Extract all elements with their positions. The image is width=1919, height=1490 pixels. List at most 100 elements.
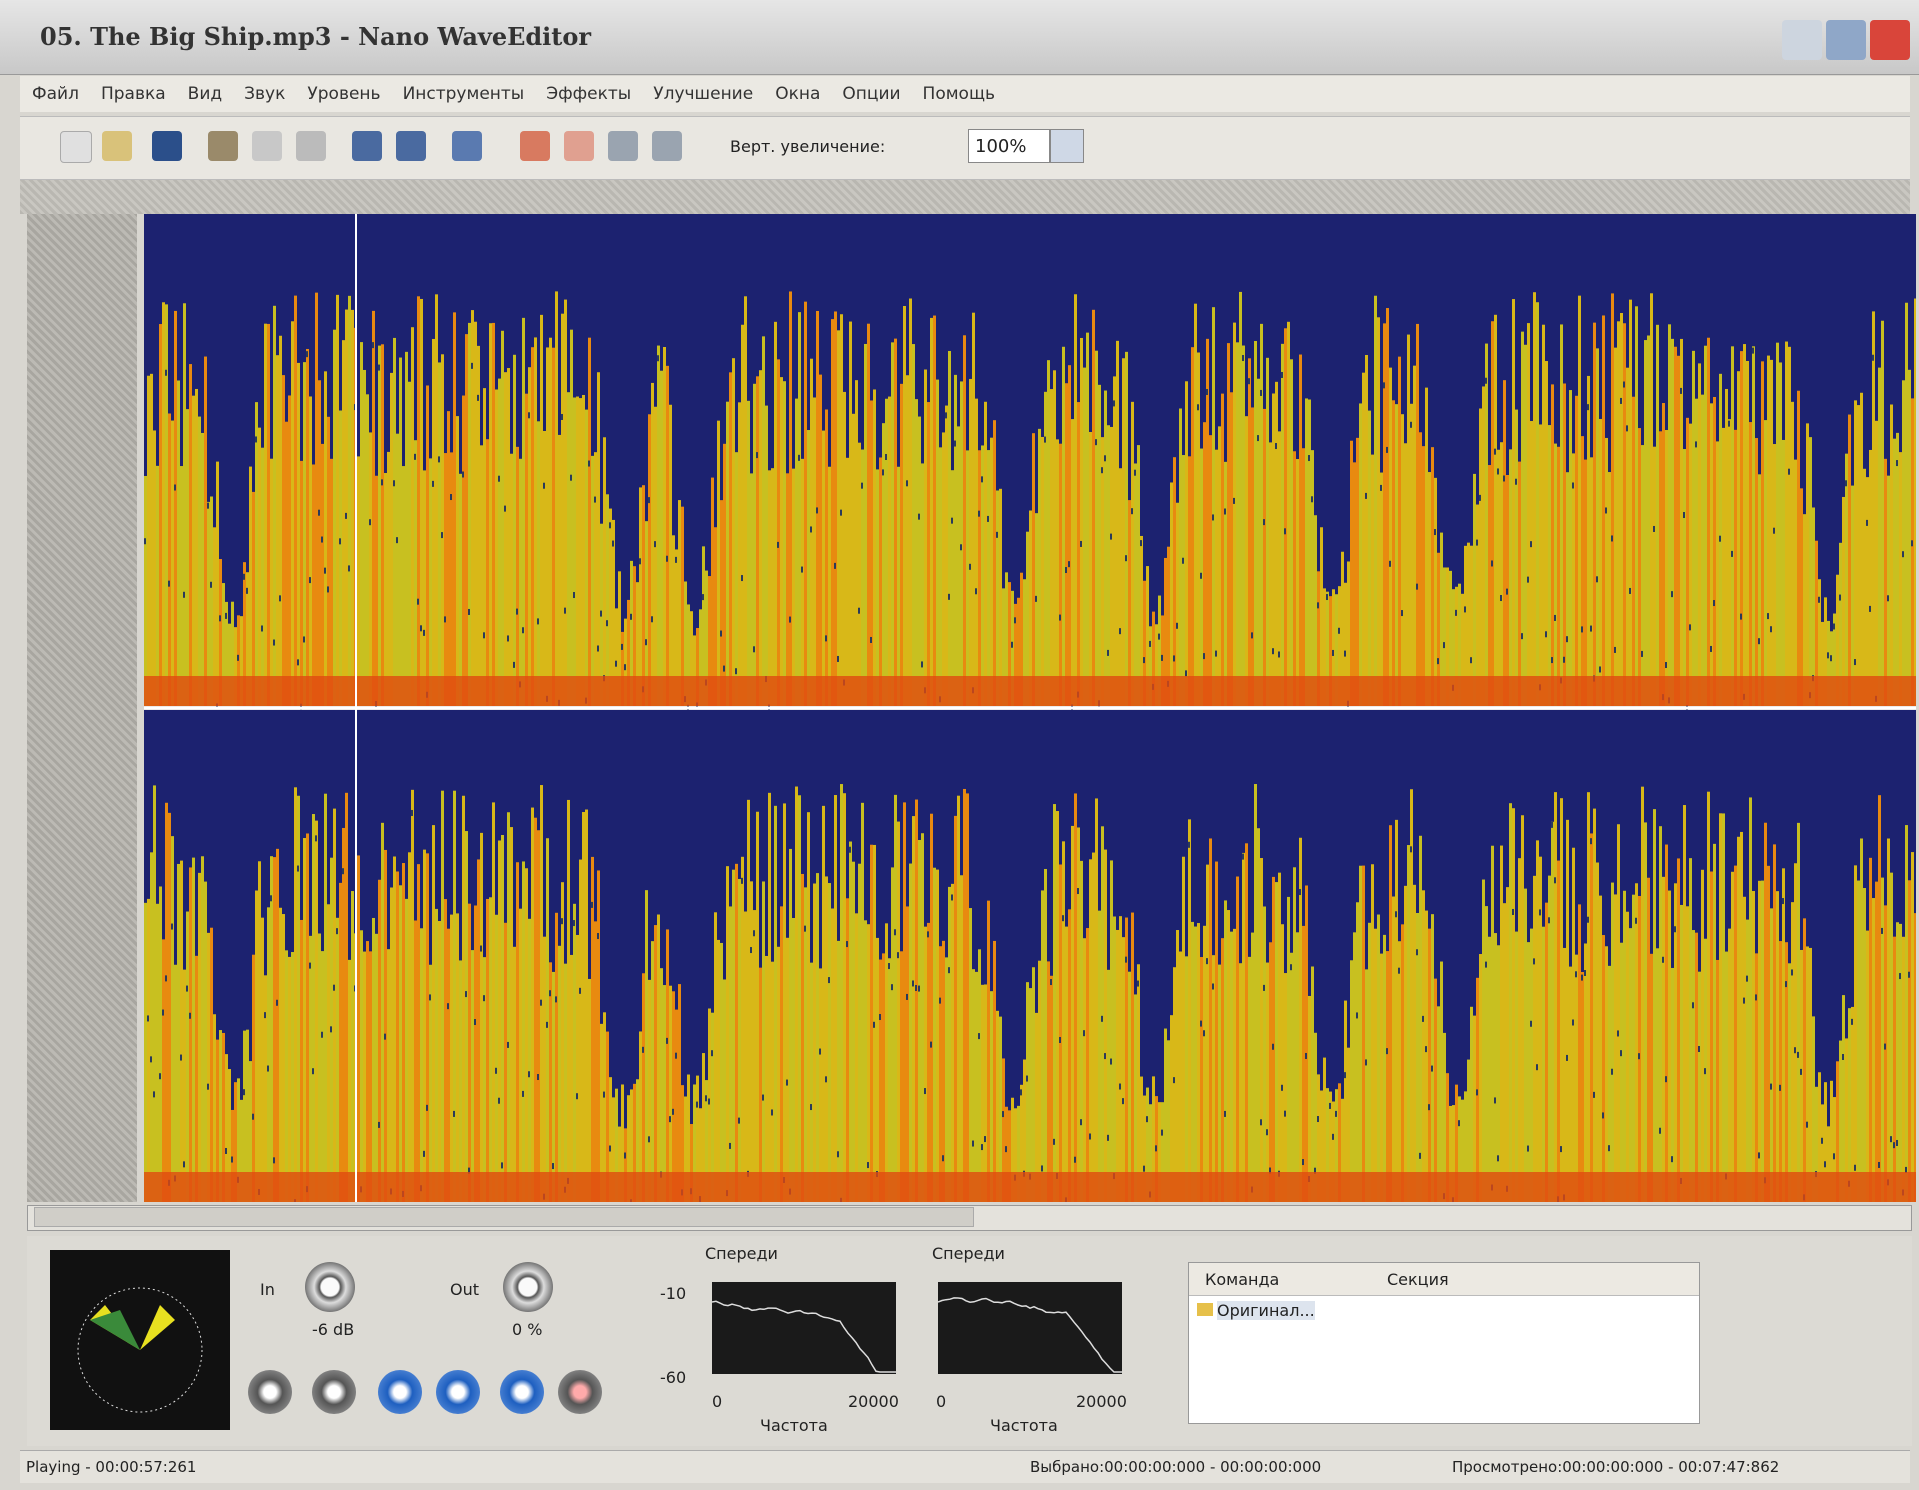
menu-item[interactable]: Вид — [187, 84, 223, 104]
spectrogram-column — [1608, 965, 1611, 1202]
column-header[interactable]: Секция — [1387, 1270, 1449, 1289]
spectrogram-speck — [594, 496, 596, 503]
spectrogram-speck — [924, 1088, 926, 1095]
new-button[interactable] — [60, 131, 92, 163]
menu-item[interactable]: Файл — [32, 84, 79, 104]
minimize-button[interactable] — [1782, 20, 1822, 60]
spectrogram-column — [531, 347, 534, 706]
in-knob[interactable] — [305, 1262, 355, 1312]
select-all-button[interactable] — [452, 131, 482, 161]
spectrogram-column — [624, 1128, 627, 1202]
spectrogram-speck — [1641, 650, 1643, 657]
menu-item[interactable]: Уровень — [307, 84, 381, 104]
spectrogram-column — [942, 940, 945, 1202]
spectrogram-column — [681, 506, 684, 706]
close-button[interactable] — [1870, 20, 1910, 60]
menu-item[interactable]: Окна — [775, 84, 821, 104]
spectrogram-column — [1203, 422, 1206, 706]
spectrogram-column — [555, 291, 558, 706]
spectrogram-column — [501, 834, 504, 1202]
spectrogram-column — [882, 423, 885, 706]
record-button[interactable] — [520, 131, 550, 161]
menu-item[interactable]: Опции — [842, 84, 901, 104]
zoom-out-button[interactable] — [652, 131, 682, 161]
spectrogram-column — [615, 608, 618, 706]
spectrogram-column — [318, 380, 321, 706]
spectrogram-speck — [1305, 1052, 1307, 1059]
menu-item[interactable]: Эффекты — [546, 84, 632, 104]
zoom-combo[interactable]: 100% — [968, 129, 1050, 163]
spectrogram-column — [438, 362, 441, 706]
spectrogram-speck — [1767, 613, 1769, 620]
rewind-button[interactable] — [248, 1370, 292, 1414]
menu-item[interactable]: Звук — [244, 84, 286, 104]
save-button[interactable] — [152, 131, 182, 161]
spectrogram-column — [1251, 407, 1254, 706]
spectrogram-column — [789, 291, 792, 706]
loop-button[interactable] — [378, 1370, 422, 1414]
redo-button[interactable] — [396, 131, 426, 161]
record-transport-button[interactable] — [558, 1370, 602, 1414]
spectrogram-column — [894, 794, 897, 1202]
forward-button[interactable] — [312, 1370, 356, 1414]
spectrogram-speck — [1527, 576, 1529, 583]
spectrogram-column — [1539, 856, 1542, 1202]
spectrogram-speck — [1773, 527, 1775, 534]
spectrogram-column — [1095, 798, 1098, 1202]
spectrogram-column — [1152, 1076, 1155, 1202]
spectrogram-column — [1815, 540, 1818, 706]
spectrogram-column — [393, 337, 396, 706]
spectrogram-speck — [1101, 467, 1103, 474]
spectrogram-column — [1248, 956, 1251, 1202]
spectrogram-speck — [1332, 649, 1334, 656]
menu-item[interactable]: Правка — [100, 84, 166, 104]
spectrogram-column — [930, 813, 933, 1202]
spectrogram-speck — [1548, 917, 1550, 924]
menu-item[interactable]: Инструменты — [402, 84, 525, 104]
spectrogram-column — [1038, 960, 1041, 1202]
spectrogram-column — [432, 825, 435, 1202]
scroll-thumb[interactable] — [34, 1207, 974, 1227]
spectrogram-speck — [468, 1167, 470, 1174]
spectrogram-column — [1908, 880, 1911, 1202]
spectrogram-speck — [1533, 958, 1535, 965]
open-button[interactable] — [102, 131, 132, 161]
spectrogram-speck — [723, 665, 725, 672]
undo-button[interactable] — [352, 131, 382, 161]
spectrogram-speck — [1260, 1119, 1262, 1126]
pause-button[interactable] — [436, 1370, 480, 1414]
spectrogram-column — [1779, 941, 1782, 1202]
spectrogram-speck — [1458, 1120, 1460, 1127]
cut-button[interactable] — [208, 131, 238, 161]
zoom-in-button[interactable] — [608, 131, 638, 161]
spectrogram-column — [249, 1061, 252, 1202]
zoom-dropdown[interactable] — [1050, 129, 1084, 163]
stop-button[interactable] — [500, 1370, 544, 1414]
spectrogram-speck — [1581, 626, 1583, 633]
spectrogram-column — [612, 519, 615, 706]
history-row[interactable]: Оригинал... — [1217, 1301, 1315, 1320]
menu-item[interactable]: Улучшение — [653, 84, 754, 104]
spectrogram-speck — [1884, 1043, 1886, 1050]
spectrogram-column — [1065, 383, 1068, 706]
spectrogram-speck — [312, 1068, 314, 1075]
spectrogram-column — [1794, 459, 1797, 706]
spectrogram-column — [417, 296, 420, 706]
spectrogram-speck — [789, 616, 791, 623]
copy-button[interactable] — [252, 131, 282, 161]
spectrogram-column — [618, 1126, 621, 1202]
column-header[interactable]: Команда — [1205, 1270, 1280, 1289]
spectrogram-column — [315, 820, 318, 1202]
spectrogram-speck — [1065, 567, 1067, 574]
spectrogram-column — [822, 805, 825, 1202]
out-knob[interactable] — [503, 1262, 553, 1312]
mic-button[interactable] — [564, 131, 594, 161]
spectrogram-speck — [1575, 971, 1577, 978]
spectrogram-speck — [1068, 561, 1070, 568]
maximize-button[interactable] — [1826, 20, 1866, 60]
spectrogram-column — [576, 934, 579, 1202]
spectrogram-speck — [384, 1033, 386, 1040]
menu-item[interactable]: Помощь — [922, 84, 995, 104]
spectrogram-column — [1719, 813, 1722, 1202]
paste-button[interactable] — [296, 131, 326, 161]
